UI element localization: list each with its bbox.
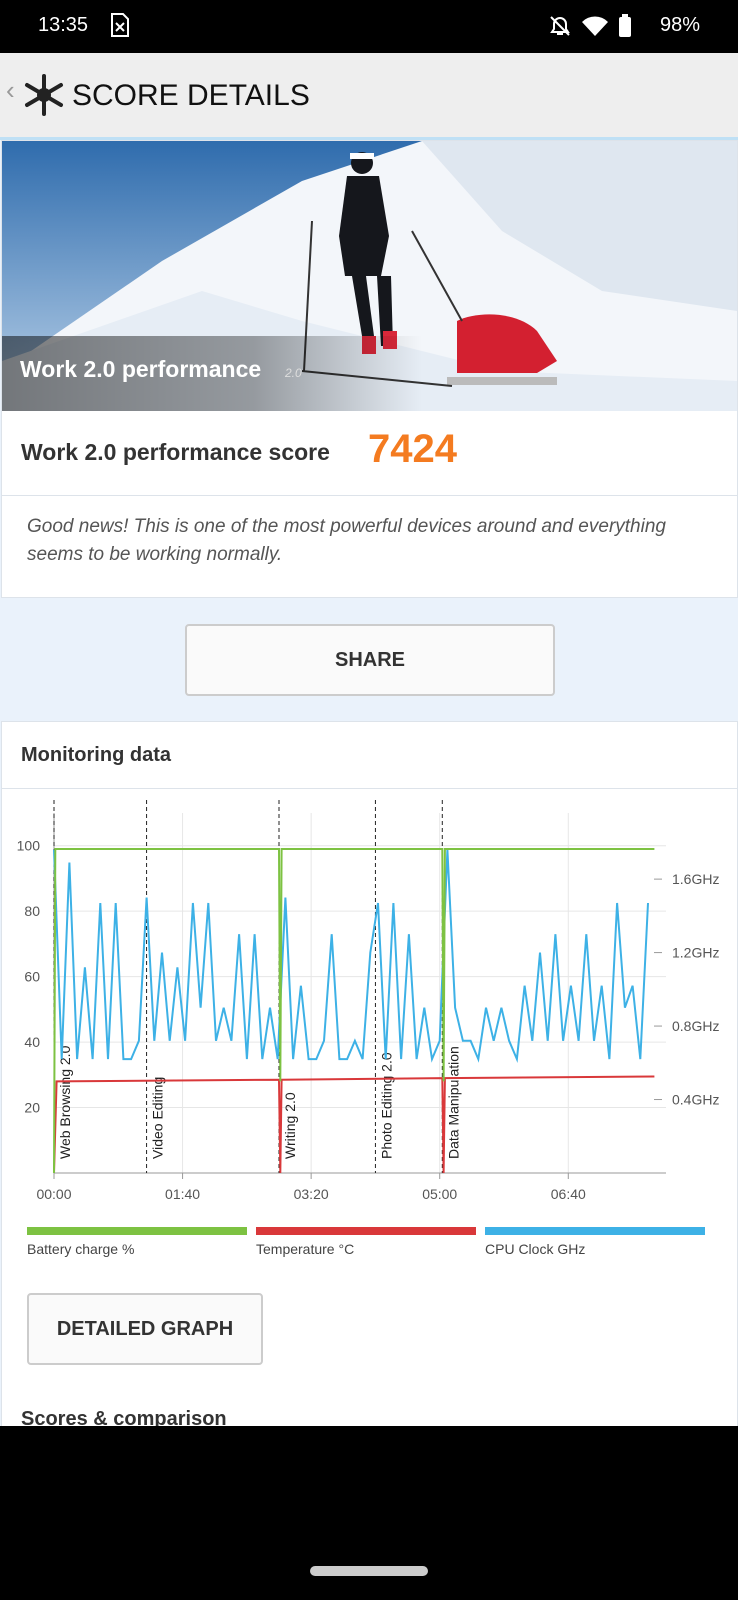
monitoring-chart: 20 40 60 80 100 00:00 01:40 03:20 05:00 06:40 0.4G… [17, 800, 719, 1202]
score-card: Work 2.0 performance 2.0 Work 2.0 perfor… [1, 140, 738, 598]
x-tick-label: 03:20 [294, 1186, 329, 1202]
workload-label: Data Manipulation [445, 1046, 461, 1159]
monitoring-card: Monitoring data 20 40 60 80 100 00:00 01:40 03:… [1, 721, 738, 1426]
battery-level: 98% [660, 14, 701, 36]
legend-swatch [485, 1227, 705, 1235]
legend: Battery charge % Temperature °C CPU Clock … [2, 1227, 737, 1267]
app-header: ‹ SCORE DETAILS [0, 53, 738, 140]
workload-label: Video Editing [150, 1077, 166, 1159]
hero-version: 2.0 [284, 366, 302, 380]
hero-image: Work 2.0 performance 2.0 [2, 141, 737, 411]
message: Good news! This is one of the most power… [27, 516, 666, 565]
legend-label: Temperature °C [256, 1241, 355, 1257]
status-icons [550, 14, 631, 37]
x-tick-label: 06:40 [551, 1186, 586, 1202]
y-tick-label: 80 [24, 903, 40, 919]
y2-tick-label: 1.6GHz [672, 871, 719, 887]
time: 13:35 [38, 14, 89, 36]
monitoring-title: Monitoring data [21, 744, 171, 766]
monitoring-header: Monitoring data [2, 722, 737, 789]
legend-label: Battery charge % [27, 1241, 135, 1257]
y-tick-label: 40 [24, 1034, 40, 1050]
y-tick-label: 60 [24, 969, 40, 985]
nav-handle[interactable] [310, 1566, 428, 1576]
x-tick-label: 01:40 [165, 1186, 200, 1202]
sim-icon [111, 13, 129, 37]
score-label: Work 2.0 performance score [21, 439, 330, 465]
series-line [53, 848, 655, 1174]
status-bar: 13:35 98% [0, 0, 738, 53]
workload-label: Web Browsing 2.0 [57, 1045, 73, 1159]
series-line [53, 849, 649, 1064]
detailed-graph-button[interactable]: DETAILED GRAPH [27, 1293, 263, 1365]
y-tick-label: 100 [17, 838, 41, 854]
legend-swatch [27, 1227, 247, 1235]
next-section-title: Scores & comparison [21, 1408, 227, 1426]
y2-tick-label: 1.2GHz [672, 945, 719, 961]
y2-tick-label: 0.8GHz [672, 1018, 719, 1034]
x-tick-label: 00:00 [36, 1186, 71, 1202]
y-tick-label: 20 [24, 1100, 40, 1116]
legend-label: CPU Clock GHz [485, 1241, 586, 1257]
workload-label: Photo Editing 2.0 [378, 1052, 394, 1159]
share-button[interactable]: SHARE [185, 624, 555, 696]
app-icon [25, 74, 63, 116]
x-tick-label: 05:00 [422, 1186, 457, 1202]
legend-swatch [256, 1227, 476, 1235]
workload-label: Writing 2.0 [282, 1092, 298, 1159]
score-row: Work 2.0 performance score 7424 [2, 411, 737, 496]
page-title: SCORE DETAILS [72, 79, 310, 112]
score-value: 7424 [368, 427, 457, 471]
series-line [53, 1075, 655, 1174]
y2-tick-label: 0.4GHz [672, 1092, 719, 1108]
content: Work 2.0 performance 2.0 Work 2.0 perfor… [0, 140, 738, 1426]
back-button[interactable]: ‹ [6, 75, 15, 105]
hero-title: Work 2.0 performance [20, 356, 261, 382]
